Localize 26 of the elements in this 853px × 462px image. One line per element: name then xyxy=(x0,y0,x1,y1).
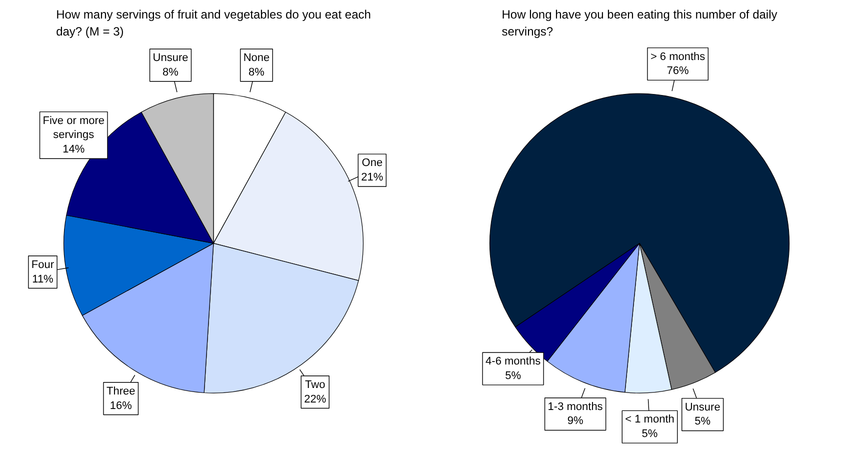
slice-label: 1-3 months xyxy=(548,400,604,413)
chart-title: How long have you been eating this number of daily servings? xyxy=(502,8,778,38)
slice-label: Two xyxy=(305,378,326,391)
slice-label: > 6 months xyxy=(650,50,706,63)
slice-label: Five or more servings xyxy=(42,114,105,142)
slice-label: Unsure xyxy=(152,52,188,64)
data-label: 11% xyxy=(32,273,54,286)
slice-label: Three xyxy=(106,385,136,398)
legend-label: Unsure xyxy=(684,401,720,414)
data-label: 5% xyxy=(694,416,711,428)
slice-label: One xyxy=(362,157,383,170)
data-label: 21% xyxy=(361,171,384,184)
data-label: 16% xyxy=(110,400,132,412)
data-label: 8% xyxy=(248,66,265,78)
slice-label: Four xyxy=(31,258,54,271)
data-label: 5% xyxy=(642,428,658,440)
data-label: 22% xyxy=(304,393,326,406)
data-label: 8% xyxy=(162,66,179,78)
slice-label: None xyxy=(243,52,270,64)
data-label: 76% xyxy=(666,65,690,78)
slice-label: 4-6 months xyxy=(486,356,542,368)
data-label: 5% xyxy=(505,370,522,382)
data-label: 14% xyxy=(62,144,85,156)
data-label: 9% xyxy=(567,415,584,428)
chart-title: How many servings of fruit and vegetables do you eat each day? (M = 3) xyxy=(56,8,371,38)
slice-label: < 1 month xyxy=(625,414,674,426)
